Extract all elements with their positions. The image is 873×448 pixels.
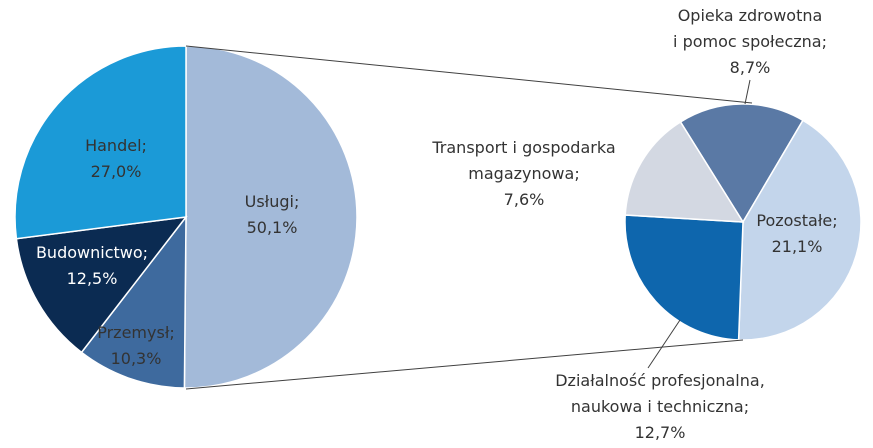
pie-slice	[679, 103, 804, 224]
category-label: i pomoc społeczna;	[673, 32, 827, 51]
category-label: Pozostałe;	[756, 211, 837, 230]
leader-line	[647, 319, 681, 369]
data-label: Usługi; 50,1%	[245, 192, 300, 237]
value-label: 50,1%	[247, 218, 298, 237]
data-label: Przemysł; 10,3%	[97, 323, 175, 368]
pie-slice	[14, 45, 187, 240]
pie-slice	[15, 216, 188, 354]
category-label: Usługi;	[245, 192, 300, 211]
data-label: Budownictwo; 12,5%	[36, 243, 148, 288]
data-label: Działalność profesjonalna, naukowa i tech…	[555, 371, 765, 442]
data-label: Handel; 27,0%	[85, 136, 147, 181]
category-label: Budownictwo;	[36, 243, 148, 262]
pie-slice	[183, 45, 358, 389]
data-label: Transport i gospodarka magazynowa; 7,6%	[431, 138, 615, 209]
value-label: 12,5%	[67, 269, 118, 288]
leader-line	[744, 79, 751, 105]
category-label: Transport i gospodarka	[431, 138, 615, 157]
value-label: 10,3%	[111, 349, 162, 368]
value-label: 21,1%	[772, 237, 823, 256]
data-label: Opieka zdrowotna i pomoc społeczna; 8,7%	[673, 6, 827, 77]
category-label: Handel;	[85, 136, 147, 155]
pie-slice	[737, 119, 862, 341]
value-label: 12,7%	[635, 423, 686, 442]
value-label: 7,6%	[504, 190, 545, 209]
connector-line	[185, 45, 753, 104]
connector-line	[185, 339, 744, 390]
category-label: naukowa i techniczna;	[571, 397, 749, 416]
category-label: Działalność profesjonalna,	[555, 371, 765, 390]
category-label: magazynowa;	[468, 164, 579, 183]
pie-slice	[624, 120, 745, 223]
category-label: Opieka zdrowotna	[678, 6, 823, 25]
pie-slice	[80, 214, 187, 389]
pie-slice	[624, 214, 744, 341]
data-label: Pozostałe; 21,1%	[756, 211, 837, 256]
value-label: 27,0%	[91, 162, 142, 181]
value-label: 8,7%	[730, 58, 771, 77]
category-label: Przemysł;	[97, 323, 175, 342]
